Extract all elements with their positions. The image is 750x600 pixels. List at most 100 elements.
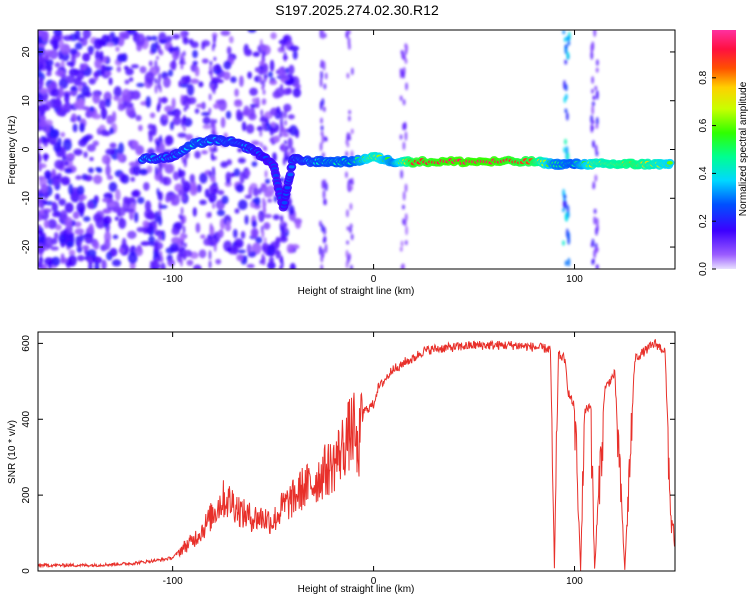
ridge-core — [288, 164, 295, 169]
noise-blob — [93, 241, 100, 250]
noise-blob — [247, 71, 252, 79]
noise-blob — [92, 140, 99, 147]
noise-blob — [253, 196, 261, 206]
noise-blob — [194, 108, 200, 114]
noise-blob — [202, 116, 211, 125]
noise-blob — [287, 137, 293, 149]
noise-blob — [144, 200, 152, 212]
noise-blob — [100, 107, 108, 120]
noise-stripe-blob — [346, 132, 350, 141]
noise-blob — [54, 62, 61, 68]
noise-stripe-blob — [401, 204, 405, 210]
noise-blob — [64, 161, 69, 166]
noise-stripe-blob — [284, 222, 288, 227]
noise-stripe-blob — [404, 213, 408, 222]
noise-stripe-blob — [564, 138, 568, 145]
noise-blob — [263, 73, 268, 80]
noise-blob — [128, 161, 138, 167]
noise-stripe-blob — [566, 204, 570, 214]
noise-stripe-blob — [264, 146, 268, 152]
noise-stripe-blob — [154, 166, 158, 176]
noise-stripe-blob — [208, 93, 212, 101]
noise-blob — [88, 77, 96, 85]
noise-blob — [116, 54, 126, 63]
noise-stripe-blob — [261, 85, 265, 91]
noise-blob — [60, 131, 66, 138]
noise-blob — [245, 124, 255, 134]
noise-blob — [40, 184, 49, 193]
noise-blob — [79, 122, 85, 133]
noise-stripe-blob — [320, 125, 324, 131]
noise-blob — [115, 188, 121, 201]
noise-stripe-blob — [283, 71, 287, 79]
noise-blob — [165, 195, 171, 203]
noise-stripe-blob — [260, 68, 264, 73]
noise-blob — [226, 159, 232, 166]
noise-stripe-blob — [183, 106, 187, 112]
noise-blob — [103, 215, 112, 225]
noise-blob — [76, 70, 85, 81]
noise-stripe-blob — [594, 144, 598, 153]
noise-blob — [233, 100, 243, 108]
noise-blob — [290, 147, 295, 155]
noise-blob — [89, 106, 95, 112]
noise-blob — [87, 167, 94, 174]
noise-stripe-blob — [180, 207, 184, 215]
noise-blob — [127, 251, 138, 264]
noise-blob — [118, 142, 125, 155]
noise-blob — [52, 38, 59, 50]
noise-blob — [288, 64, 295, 75]
noise-blob — [139, 168, 148, 175]
noise-blob — [127, 140, 133, 147]
noise-blob — [93, 38, 103, 50]
colorbar: 0.0 0.2 0.4 0.6 0.8 Normalized spectral ampl… — [698, 30, 749, 276]
noise-stripe-blob — [564, 260, 568, 266]
noise-blob — [128, 77, 134, 82]
noise-stripe-blob — [345, 249, 349, 258]
noise-blob — [148, 236, 156, 243]
x-tick-label: 0 — [371, 576, 377, 587]
noise-stripe-blob — [350, 128, 354, 135]
noise-stripe-blob — [212, 85, 216, 95]
noise-stripe-blob — [567, 237, 571, 245]
noise-stripe-blob — [562, 199, 566, 209]
noise-blob — [106, 114, 114, 125]
noise-stripe-blob — [405, 225, 409, 236]
noise-blob — [215, 258, 222, 265]
colorbar-ticks: 0.0 0.2 0.4 0.6 0.8 — [698, 70, 716, 276]
noise-stripe-blob — [402, 98, 406, 106]
noise-blob — [41, 263, 48, 269]
noise-blob — [84, 232, 94, 244]
noise-stripe-blob — [284, 119, 288, 126]
noise-stripe-blob — [180, 240, 184, 246]
noise-blob — [252, 187, 260, 197]
noise-blob — [58, 233, 66, 244]
noise-blob — [137, 196, 145, 204]
noise-stripe-blob — [593, 208, 597, 214]
noise-blob — [169, 121, 175, 131]
noise-stripe-blob — [350, 180, 354, 186]
noise-blob — [64, 167, 73, 174]
y-tick-label: 0 — [21, 146, 32, 152]
noise-blob — [266, 185, 276, 195]
noise-blob — [160, 97, 168, 104]
noise-stripe-blob — [159, 174, 163, 185]
noise-blob — [284, 79, 294, 86]
noise-stripe-blob — [400, 240, 404, 247]
noise-stripe-blob — [209, 197, 213, 204]
noise-blob — [54, 69, 65, 77]
noise-blob — [118, 31, 129, 38]
noise-stripe-blob — [321, 30, 325, 40]
noise-blob — [269, 59, 275, 72]
noise-stripe-blob — [562, 207, 566, 213]
noise-blob — [142, 220, 149, 228]
noise-blob — [244, 48, 253, 57]
noise-blob — [44, 170, 52, 180]
noise-blob — [276, 106, 281, 114]
noise-blob — [75, 175, 82, 180]
noise-blob — [55, 97, 61, 109]
noise-stripe-blob — [399, 134, 403, 140]
noise-blob — [263, 213, 273, 219]
noise-blob — [54, 193, 60, 201]
noise-stripe-blob — [154, 243, 158, 254]
